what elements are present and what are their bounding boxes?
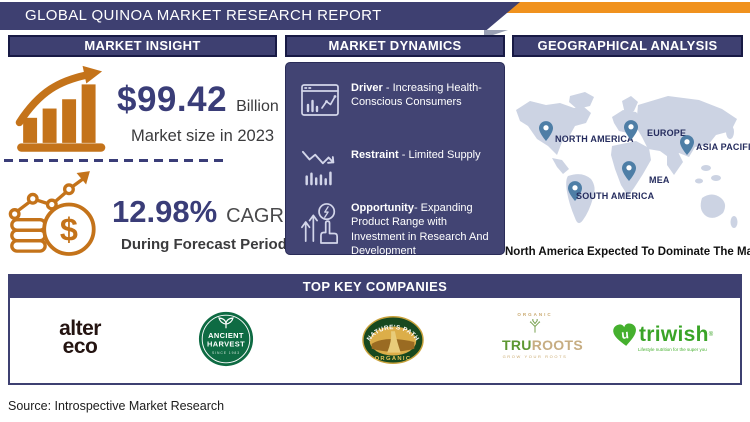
region-label-mea: MEA	[649, 175, 670, 185]
top-key-companies-box: TOP KEY COMPANIES alter eco ANCIENT HARV…	[8, 274, 742, 385]
growth-investment-icon	[299, 201, 341, 245]
ancient-harvest-logo: ANCIENT HARVEST SINCE 1983	[198, 311, 254, 372]
dynamics-item-restraint: Restraint - Limited Supply	[299, 148, 495, 188]
ancient-harvest-line2: HARVEST	[207, 339, 245, 348]
nutriwish-tagline: Lifestyle nutrition for the super you	[638, 347, 707, 352]
dynamics-item-text: Restraint - Limited Supply	[351, 148, 481, 162]
market-dynamics-title: MARKET DYNAMICS	[328, 38, 462, 53]
alter-eco-logo: alter eco	[44, 317, 116, 359]
truroots-logo: ORGANIC TRUROOTS GROW YOUR ROOTS	[502, 312, 583, 359]
coins-dollar-growth-icon: $	[8, 170, 108, 263]
alter-eco-line1: alter	[59, 317, 101, 340]
market-size-caption: Market size in 2023	[131, 127, 275, 145]
driver-label: Driver	[351, 82, 383, 94]
nutriwish-logo: u triwish ® Lifestyle nutrition for the …	[612, 322, 724, 352]
geographical-analysis-header: GEOGRAPHICAL ANALYSIS	[512, 35, 743, 57]
bar-chart-growth-icon	[12, 63, 116, 160]
registered-mark: ®	[708, 331, 714, 338]
cagr-value: 12.98%	[112, 194, 218, 229]
cagr-caption: During Forecast Period	[121, 236, 287, 253]
natures-path-organic-text: ORGANIC	[375, 356, 412, 362]
driver-separator: -	[382, 82, 393, 94]
market-insight-title: MARKET INSIGHT	[84, 38, 201, 53]
natures-path-logo: NATURE'S PATH ORGANIC	[362, 315, 424, 370]
opportunity-separator: -	[413, 202, 421, 214]
dollar-sign-glyph: $	[60, 212, 78, 248]
report-title-bar: GLOBAL QUINOA MARKET RESEARCH REPORT	[0, 2, 520, 30]
nutriwish-wordmark: u triwish ®	[612, 322, 724, 347]
analytics-window-icon	[299, 81, 341, 121]
nutriwish-rest: triwish	[639, 322, 709, 346]
dynamics-item-text: Opportunity- Expanding Product Range wit…	[351, 201, 495, 258]
europe-pin	[624, 120, 638, 140]
ancient-harvest-since: SINCE 1983	[212, 351, 240, 355]
market-size-unit: Billion	[236, 98, 279, 115]
mea-pin	[622, 161, 636, 181]
opportunity-label: Opportunity	[351, 202, 414, 214]
orange-accent-strip	[498, 2, 750, 13]
geographical-analysis-title: GEOGRAPHICAL ANALYSIS	[537, 38, 718, 53]
ribbon-fold-shadow	[484, 30, 508, 38]
asia-pacific-pin	[680, 135, 694, 155]
driver-text: Increasing Health-Conscious Consumers	[351, 82, 482, 109]
alter-eco-line2: eco	[62, 335, 98, 359]
region-label-north-america: NORTH AMERICA	[555, 134, 634, 144]
south-america-pin	[568, 181, 582, 201]
dynamics-item-driver: Driver - Increasing Health-Conscious Con…	[299, 81, 495, 121]
heart-leaf-icon: u	[613, 323, 636, 346]
report-title: GLOBAL QUINOA MARKET RESEARCH REPORT	[25, 7, 382, 24]
truroots-tagline: GROW YOUR ROOTS	[502, 354, 568, 359]
restraint-label: Restraint	[351, 149, 399, 161]
source-text: Source: Introspective Market Research	[8, 399, 225, 413]
sprout-icon	[218, 317, 234, 329]
dashed-divider	[4, 159, 228, 162]
north-america-pin	[539, 121, 553, 141]
ancient-harvest-line1: ANCIENT	[208, 331, 244, 340]
truroots-roots: ROOTS	[531, 337, 583, 353]
truroots-tru: TRU	[502, 337, 532, 353]
market-dynamics-panel: Driver - Increasing Health-Conscious Con…	[285, 62, 505, 258]
declining-chart-icon	[299, 148, 341, 188]
region-label-south-america: SOUTH AMERICA	[576, 191, 655, 201]
opportunity-text: Expanding Product Range with Investment …	[351, 202, 489, 257]
market-dynamics-header: MARKET DYNAMICS	[285, 35, 505, 57]
dynamics-item-text: Driver - Increasing Health-Conscious Con…	[351, 81, 495, 110]
dynamics-item-opportunity: Opportunity- Expanding Product Range wit…	[299, 201, 495, 258]
tree-icon	[529, 319, 541, 333]
market-size-value: $99.42	[117, 80, 228, 119]
nutriwish-u: u	[621, 327, 630, 342]
market-insight-header: MARKET INSIGHT	[8, 35, 277, 57]
region-label-asia-pacific: ASIA PACIFIC	[696, 142, 750, 152]
cagr-row: 12.98% CAGR	[112, 194, 284, 230]
top-key-companies-title: TOP KEY COMPANIES	[302, 279, 448, 294]
region-label-europe: EUROPE	[647, 128, 687, 138]
cagr-unit: CAGR	[226, 205, 284, 227]
top-key-companies-header: TOP KEY COMPANIES	[10, 276, 740, 298]
truroots-wordmark: TRUROOTS	[502, 337, 583, 353]
truroots-organic-text: ORGANIC	[517, 312, 553, 317]
restraint-text: Limited Supply	[408, 149, 481, 161]
geography-caption: North America Expected To Dominate The M…	[505, 246, 750, 258]
market-size-row: $99.42 Billion	[117, 80, 279, 120]
restraint-separator: -	[398, 149, 409, 161]
world-map: NORTH AMERICA EUROPE ASIA PACIFIC MEA SO…	[510, 88, 750, 246]
